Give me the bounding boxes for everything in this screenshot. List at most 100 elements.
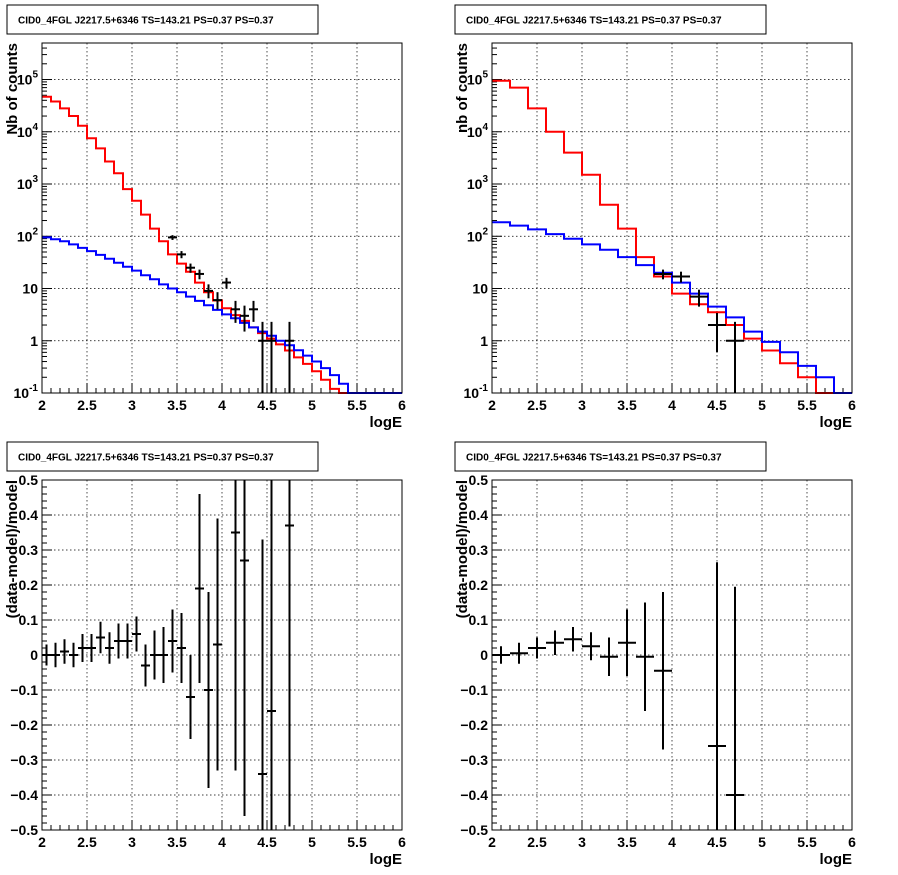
- x-tick-label: 5.5: [347, 397, 367, 413]
- x-tick-label: 5: [308, 397, 316, 413]
- title-frame: [454, 441, 767, 472]
- x-tick-label: 2.5: [527, 834, 547, 850]
- y-tick-label: 103: [467, 174, 489, 192]
- y-tick-label: 10-1: [464, 383, 489, 401]
- data-point: [42, 644, 51, 666]
- title-frame: [6, 441, 319, 472]
- title-box: CID0_4FGL J2217.5+6346 TS=143.21 PS=0.37…: [454, 4, 767, 35]
- data-point: [204, 592, 213, 788]
- x-tick-label: 2.5: [77, 397, 97, 413]
- y-tick-label: 0.3: [469, 542, 489, 558]
- plot-frame: [491, 42, 853, 394]
- x-tick-label: 4: [218, 834, 226, 850]
- y-axis: −0.5 −0.4 −0.3 −0.2 −0.1 0 0.1 0.2 0.3 0.4 0.5: [460, 472, 852, 838]
- y-tick-label: 102: [467, 226, 489, 244]
- x-tick-label: 4.5: [707, 834, 727, 850]
- data-point: [654, 592, 672, 750]
- panel-bottom-left-residuals: CID0_4FGL J2217.5+6346 TS=143.21 PS=0.37…: [4, 441, 406, 868]
- data-point: [168, 609, 177, 673]
- data-point: [177, 613, 186, 683]
- y-tick-label: 0.4: [469, 507, 489, 523]
- y-tick-label: 0: [30, 647, 38, 663]
- y-tick-label: 0.5: [469, 472, 489, 488]
- x-axis: 2 2.5 3 3.5 4 4.5 5 5.5 6: [488, 43, 856, 413]
- data-point: [105, 632, 114, 664]
- x-tick-label: 4: [668, 834, 676, 850]
- x-tick-label: 3: [578, 834, 586, 850]
- model-background-step-line: [492, 221, 852, 394]
- data-point: [213, 518, 222, 771]
- data-point: [195, 494, 204, 683]
- data-point: [96, 621, 105, 654]
- x-tick-label: 5: [758, 397, 766, 413]
- data-point: [726, 321, 744, 393]
- plot-frame: [491, 479, 853, 831]
- y-tick-exponent: 3: [32, 174, 38, 185]
- y-axis-title: (data-model)/model: [4, 480, 21, 618]
- data-point: [582, 632, 600, 661]
- x-tick-label: 4.5: [257, 397, 277, 413]
- x-axis-title: logE: [820, 414, 853, 431]
- x-tick-label: 4: [668, 397, 676, 413]
- y-tick-label: −0.2: [10, 717, 38, 733]
- model-background-step-line: [42, 236, 402, 394]
- x-tick-label: 2.5: [527, 397, 547, 413]
- data-point: [636, 602, 654, 711]
- data-point: [60, 639, 69, 664]
- panel-bottom-right-residuals: CID0_4FGL J2217.5+6346 TS=143.21 PS=0.37…: [454, 441, 856, 868]
- y-tick-exponent: 3: [482, 174, 488, 185]
- title-box: CID0_4FGL J2217.5+6346 TS=143.21 PS=0.37…: [454, 441, 767, 472]
- plot-frame: [41, 42, 403, 394]
- data-point: [510, 642, 528, 664]
- x-tick-label: 3.5: [167, 397, 187, 413]
- title-frame: [454, 4, 767, 35]
- y-tick-exponent: 4: [482, 122, 488, 133]
- x-tick-label: 5: [758, 834, 766, 850]
- data-point: [528, 637, 546, 659]
- data-point: [240, 305, 249, 332]
- y-tick-exponent: 2: [482, 226, 488, 237]
- x-tick-label: 2: [488, 397, 496, 413]
- data-point: [240, 480, 249, 816]
- data-point: [492, 646, 510, 664]
- x-tick-label: 3: [128, 397, 136, 413]
- data-point: [618, 609, 636, 676]
- data-point: [177, 251, 186, 259]
- data-point: [222, 277, 231, 289]
- data-point: [159, 627, 168, 683]
- y-tick-label: 103: [17, 174, 39, 192]
- data-point: [195, 269, 204, 280]
- y-tick-label: 0.2: [469, 577, 489, 593]
- chart-title: CID0_4FGL J2217.5+6346 TS=143.21 PS=0.37…: [466, 16, 722, 27]
- y-tick-label: −0.1: [460, 682, 488, 698]
- x-tick-label: 2: [38, 834, 46, 850]
- data-point: [231, 480, 240, 771]
- y-tick-label: 102: [17, 226, 39, 244]
- data-point: [123, 623, 132, 659]
- x-tick-label: 3: [128, 834, 136, 850]
- y-tick-label: 1: [30, 333, 38, 349]
- title-box: CID0_4FGL J2217.5+6346 TS=143.21 PS=0.37…: [6, 4, 319, 35]
- data-point: [186, 263, 195, 273]
- y-tick-exponent: 5: [482, 70, 488, 81]
- data-point: [213, 292, 222, 310]
- data-point: [726, 586, 744, 830]
- y-tick-label: −0.2: [460, 717, 488, 733]
- y-axis: −0.5 −0.4 −0.3 −0.2 −0.1 0 0.1 0.2 0.3 0.4 0.5: [10, 472, 402, 838]
- data-point: [708, 312, 726, 353]
- data-point: [285, 480, 294, 827]
- data-point: [87, 634, 96, 662]
- data-point: [708, 562, 726, 830]
- y-tick-label: −0.3: [10, 752, 38, 768]
- data-point: [69, 642, 78, 668]
- x-tick-label: 5.5: [797, 397, 817, 413]
- y-tick-exponent: -1: [29, 383, 38, 394]
- x-axis: 2 2.5 3 3.5 4 4.5 5 5.5 6: [38, 480, 406, 850]
- chart-title: CID0_4FGL J2217.5+6346 TS=143.21 PS=0.37…: [466, 453, 722, 464]
- y-tick-label: −0.1: [10, 682, 38, 698]
- y-axis-title: Nb of counts: [4, 43, 21, 135]
- x-tick-label: 2: [38, 397, 46, 413]
- x-tick-label: 6: [398, 834, 406, 850]
